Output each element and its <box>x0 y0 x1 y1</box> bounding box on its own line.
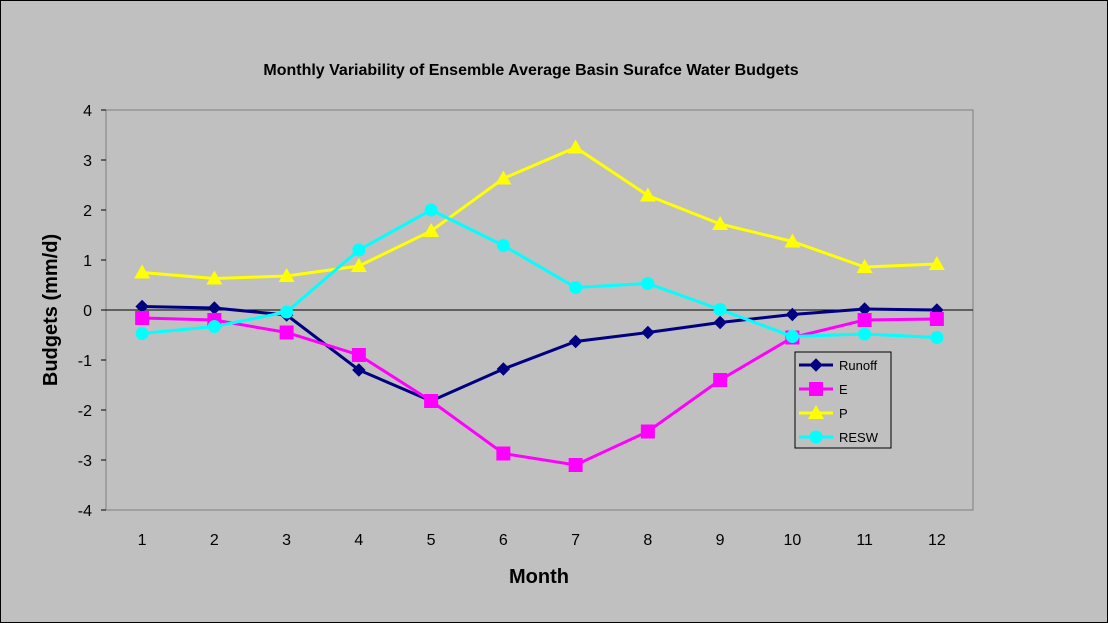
legend: Runoff EP RESW <box>794 351 892 449</box>
data-point-resw <box>713 303 727 316</box>
series-resw <box>135 203 944 344</box>
data-point-e <box>640 424 655 439</box>
data-point-resw <box>930 331 944 344</box>
data-point-p <box>206 270 223 285</box>
x-tick-label: 12 <box>928 532 946 549</box>
data-point-p <box>350 258 367 272</box>
data-point-p <box>134 264 151 279</box>
data-point-resw <box>352 243 366 257</box>
data-point-runoff <box>496 362 511 376</box>
y-tick-label: 2 <box>83 203 92 220</box>
data-point-e <box>713 373 728 387</box>
x-tick-label: 8 <box>643 532 652 549</box>
series-line-resw <box>141 208 937 339</box>
data-point-p <box>856 259 873 273</box>
data-point-resw <box>207 320 221 333</box>
y-tick-label: -4 <box>78 503 92 520</box>
legend-marker-runoff <box>809 358 823 372</box>
data-point-resw <box>858 327 872 341</box>
data-point-p <box>423 223 440 237</box>
x-tick-label: 6 <box>499 532 508 549</box>
legend-marker-resw <box>809 430 823 444</box>
legend-label-runoff: Runoff <box>839 358 877 373</box>
data-point-e <box>568 458 583 472</box>
data-point-p <box>567 139 584 154</box>
x-tick-label: 4 <box>354 532 363 549</box>
y-tick-label: 1 <box>83 253 92 270</box>
legend-label-p: P <box>839 406 848 421</box>
data-point-resw <box>424 203 438 217</box>
data-point-e <box>424 394 439 408</box>
y-tick-label: -1 <box>78 353 92 370</box>
data-point-e <box>279 325 294 340</box>
y-tick-label: -3 <box>78 453 92 470</box>
data-point-runoff <box>713 315 727 330</box>
x-axis-title: Month <box>509 566 569 588</box>
data-point-p <box>784 233 801 248</box>
data-point-resw <box>135 327 149 340</box>
x-tick-label: 3 <box>282 532 291 549</box>
x-tick-label: 10 <box>783 532 801 549</box>
data-point-p <box>278 268 295 282</box>
series-line-p <box>142 145 937 281</box>
data-point-p <box>495 170 512 185</box>
y-axis-title: Budgets (mm/d) <box>40 234 62 386</box>
data-point-e <box>496 446 511 461</box>
data-point-runoff <box>352 363 366 377</box>
y-tick-label: -2 <box>78 403 92 420</box>
legend-box <box>794 351 892 449</box>
series-p <box>134 139 945 285</box>
legend-label-e: E <box>839 382 848 397</box>
y-tick-label: 4 <box>83 103 92 120</box>
data-point-resw <box>569 281 583 294</box>
legend-marker-p <box>808 405 824 419</box>
data-point-e <box>135 311 150 325</box>
data-point-runoff <box>785 307 800 322</box>
series-layer <box>134 139 945 472</box>
data-point-resw <box>496 239 510 252</box>
data-point-runoff <box>568 334 583 349</box>
data-point-resw <box>280 305 294 319</box>
x-tick-label: 5 <box>427 532 436 549</box>
x-tick-label: 1 <box>138 532 147 549</box>
x-tick-label: 7 <box>571 532 580 549</box>
legend-marker-e <box>809 382 823 396</box>
x-tick-label: 2 <box>210 532 219 549</box>
data-point-p <box>712 216 729 230</box>
data-point-p <box>928 256 945 270</box>
chart-title: Monthly Variability of Ensemble Average … <box>263 62 798 79</box>
y-tick-label: 0 <box>83 303 92 320</box>
data-point-e <box>929 312 944 326</box>
data-point-resw <box>785 330 799 343</box>
data-point-resw <box>641 277 655 290</box>
data-point-e <box>857 313 872 327</box>
y-tick-label: 3 <box>83 153 92 170</box>
x-tick-label: 9 <box>716 532 725 549</box>
data-point-e <box>351 348 366 362</box>
legend-label-resw: RESW <box>839 430 879 445</box>
data-point-runoff <box>641 325 655 340</box>
data-point-p <box>639 187 656 202</box>
x-tick-label: 11 <box>856 532 873 549</box>
